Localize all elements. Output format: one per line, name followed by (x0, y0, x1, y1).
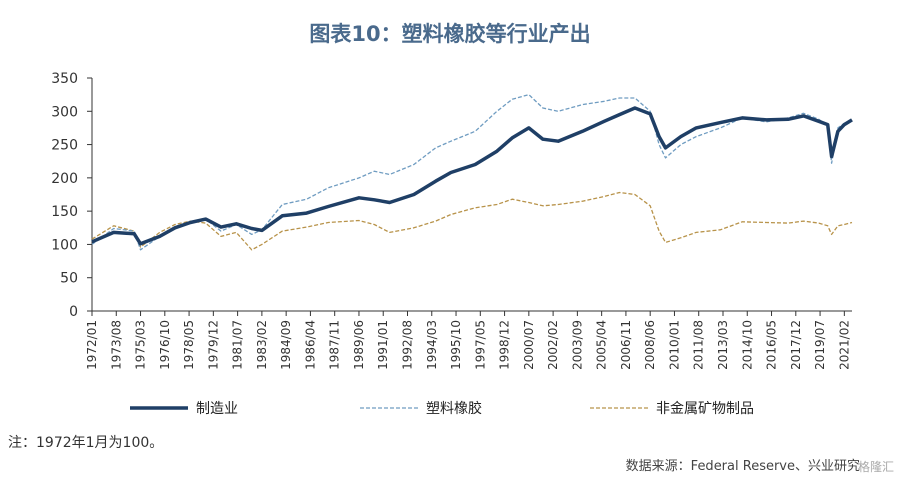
y-tick-label: 350 (51, 71, 78, 87)
legend-item-manufacturing-label: 制造业 (196, 401, 238, 417)
y-tick-label: 0 (69, 304, 78, 320)
x-tick-label: 2005/04 (595, 320, 609, 370)
x-tick-label: 2006/11 (619, 320, 633, 370)
x-tick-label: 1972/01 (85, 320, 99, 370)
x-tick-label: 1995/10 (449, 320, 463, 370)
x-tick-label: 2019/07 (813, 320, 827, 370)
x-tick-label: 1975/03 (134, 320, 148, 370)
chart-axes (91, 78, 852, 312)
x-tick-label: 2011/08 (692, 320, 706, 370)
watermark-text: 格隆汇 (857, 460, 894, 474)
x-tick-label: 2003/09 (570, 320, 584, 370)
x-tick-label: 2002/02 (546, 320, 560, 370)
x-tick-label: 1992/08 (400, 320, 414, 370)
y-axis-ticks: 0 50 100 150 200 250 300 350 (51, 71, 92, 320)
x-tick-label: 2021/02 (837, 320, 851, 370)
x-tick-label: 1997/05 (473, 320, 487, 370)
x-tick-label: 2016/05 (765, 320, 779, 370)
y-tick-label: 150 (51, 204, 78, 220)
chart-legend: 制造业 塑料橡胶 非金属矿物制品 (130, 400, 754, 417)
x-tick-label: 1976/10 (158, 320, 172, 370)
series-line-nonmetallic-minerals (91, 191, 853, 251)
x-tick-label: 2008/06 (643, 320, 657, 370)
x-tick-label: 1983/02 (255, 320, 269, 370)
chart-title: 图表10：塑料橡胶等行业产出 (309, 22, 591, 46)
x-tick-label: 1991/01 (376, 320, 390, 370)
y-tick-label: 300 (51, 104, 78, 120)
chart-series (91, 93, 853, 251)
x-tick-label: 1989/06 (352, 320, 366, 370)
x-tick-label: 1979/12 (206, 320, 220, 370)
x-tick-label: 1994/03 (425, 320, 439, 370)
x-tick-label: 1973/08 (109, 320, 123, 370)
series-line-manufacturing (91, 106, 853, 246)
legend-item-plastics-rubber-label: 塑料橡胶 (426, 400, 482, 417)
chart-footnote: 注：1972年1月为100。 (8, 435, 164, 451)
x-tick-label: 1986/04 (303, 320, 317, 370)
chart-source: 数据来源：Federal Reserve、兴业研究 (625, 459, 860, 474)
x-tick-label: 1984/09 (279, 320, 293, 370)
x-tick-label: 1998/12 (498, 320, 512, 370)
y-tick-label: 100 (51, 237, 78, 253)
x-tick-label: 1987/11 (328, 320, 342, 370)
x-tick-label: 2000/07 (522, 320, 536, 370)
x-tick-label: 2013/03 (716, 320, 730, 370)
y-tick-label: 200 (51, 171, 78, 187)
x-tick-label: 1978/05 (182, 320, 196, 370)
y-tick-label: 50 (60, 271, 78, 287)
x-tick-label: 1981/07 (231, 320, 245, 370)
legend-item-nonmetallic-minerals-label: 非金属矿物制品 (656, 401, 754, 417)
x-tick-label: 2014/10 (740, 320, 754, 370)
y-tick-label: 250 (51, 138, 78, 154)
x-tick-label: 2017/12 (789, 320, 803, 370)
x-axis-ticks: 1972/01 1973/08 1975/03 1976/10 1978/05 1979/… (85, 311, 851, 370)
x-tick-label: 2010/01 (667, 320, 681, 370)
